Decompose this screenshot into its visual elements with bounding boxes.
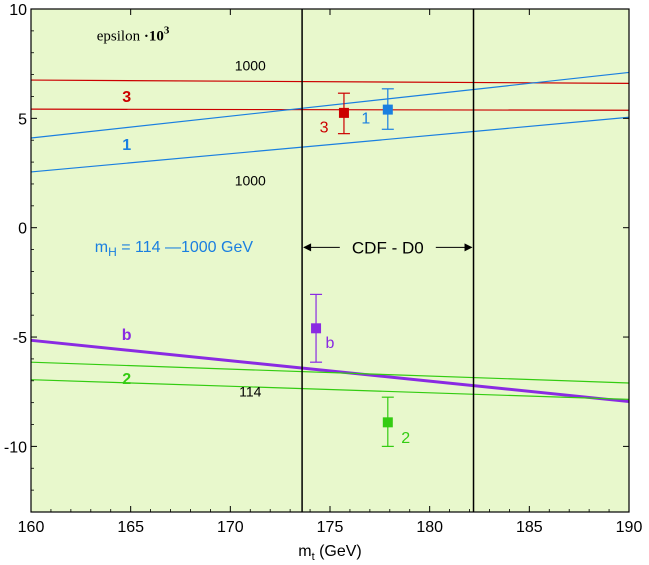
label-114: 114 xyxy=(239,384,262,400)
series-line-5 xyxy=(30,361,630,384)
point-label-2: 2 xyxy=(401,430,410,447)
series-line-4 xyxy=(30,338,630,404)
y-tick-label-3: -5 xyxy=(13,330,27,347)
label-layer: epsilon ·103 mt (GeV) mH = 114 —1000 GeV… xyxy=(95,25,473,563)
points-layer: 3 1 b 2 xyxy=(310,88,410,447)
x-tick-label-175: 175 xyxy=(317,519,344,536)
label-b: b xyxy=(122,327,132,344)
y-tick-label-1: 5 xyxy=(18,111,27,128)
data-point-b: b xyxy=(310,293,335,363)
x-tick-label-180: 180 xyxy=(416,519,443,536)
annotation-layer: 3 1 1000 1000 b 2 114 xyxy=(122,58,266,400)
x-tick-label-185: 185 xyxy=(516,519,543,536)
point-label-b: b xyxy=(326,335,335,352)
marker-b xyxy=(311,323,322,334)
label-1000-top: 1000 xyxy=(235,58,266,74)
y-tick-label-0: 10 xyxy=(9,2,27,19)
higgs-mass-label: mH = 114 —1000 GeV xyxy=(95,239,254,259)
x-tick-label-170: 170 xyxy=(217,519,244,536)
marker-1 xyxy=(382,104,393,115)
data-point-1: 1 xyxy=(361,88,394,130)
point-label-3: 3 xyxy=(320,119,329,136)
series-layer xyxy=(30,71,630,404)
x-tick-label-190: 190 xyxy=(616,519,643,536)
data-point-2: 2 xyxy=(381,396,410,447)
y-tick-label-2: 0 xyxy=(18,221,27,238)
plot-area xyxy=(31,9,629,512)
marker-3 xyxy=(338,107,349,118)
y-tick-label-4: -10 xyxy=(4,439,27,456)
x-tick-label-165: 165 xyxy=(117,519,144,536)
cdf-arrowhead-right xyxy=(464,243,473,252)
series-line-2 xyxy=(30,71,630,139)
series-line-6 xyxy=(30,379,630,400)
label-2: 2 xyxy=(122,371,131,388)
series-line-1 xyxy=(30,108,630,111)
label-1: 1 xyxy=(122,137,131,154)
vline-layer xyxy=(301,9,475,512)
cdf-d0-label: CDF - D0 xyxy=(352,238,424,257)
marker-2 xyxy=(382,417,393,428)
x-tick-label-160: 160 xyxy=(18,519,45,536)
series-line-3 xyxy=(30,116,630,173)
x-axis-label: mt (GeV) xyxy=(298,543,362,563)
point-label-1: 1 xyxy=(361,111,370,128)
cdf-arrowhead-left xyxy=(303,243,312,252)
cdf-d0-range: CDF - D0 xyxy=(303,238,473,257)
data-point-3: 3 xyxy=(320,92,350,136)
ticks-layer: 160 165 170 175 180 185 190 10 5 0 -5 -10 xyxy=(4,2,643,536)
label-3: 3 xyxy=(122,89,131,106)
label-1000-bottom: 1000 xyxy=(235,172,266,188)
chart-title: epsilon ·103 xyxy=(97,25,170,45)
